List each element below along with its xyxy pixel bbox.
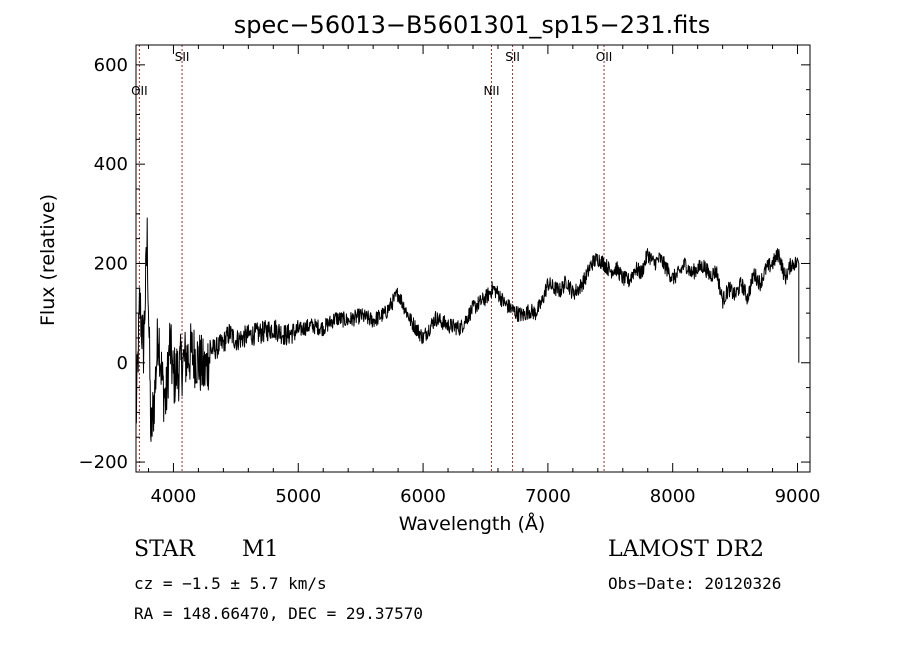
y-tick-label: −200 xyxy=(79,452,128,473)
y-tick-label: 600 xyxy=(94,55,128,76)
chart-title: spec−56013−B5601301_sp15−231.fits xyxy=(234,11,710,39)
x-tick-label: 6000 xyxy=(400,486,446,507)
x-tick-label: 9000 xyxy=(775,486,821,507)
spectral-line-label: OII xyxy=(596,50,613,64)
observation-date-text: Obs−Date: 20120326 xyxy=(608,574,782,593)
x-tick-label: 8000 xyxy=(650,486,696,507)
spectral-line-label: SII xyxy=(175,50,190,64)
x-tick-label: 5000 xyxy=(275,486,321,507)
plot-frame xyxy=(135,44,811,473)
y-tick-label: 0 xyxy=(117,353,128,374)
spectrum-series-line xyxy=(135,217,800,442)
spectral-line-label: SII xyxy=(505,50,520,64)
y-tick-label: 400 xyxy=(94,154,128,175)
redshift-text: cz = −1.5 ± 5.7 km/s xyxy=(134,574,327,593)
survey-label: LAMOST DR2 xyxy=(608,537,764,562)
x-axis-label: Wavelength (Å) xyxy=(399,512,546,535)
x-tick-label: 4000 xyxy=(151,486,197,507)
x-tick-label: 7000 xyxy=(525,486,571,507)
coordinates-text: RA = 148.66470, DEC = 29.37570 xyxy=(134,604,423,623)
spectral-line-label: NII xyxy=(483,84,499,98)
object-subclass-label: M1 xyxy=(242,537,279,562)
object-class-label: STAR xyxy=(134,537,195,562)
y-tick-label: 200 xyxy=(94,253,128,274)
y-axis-label: Flux (relative) xyxy=(37,194,59,326)
spectral-line-label: OII xyxy=(131,84,148,98)
